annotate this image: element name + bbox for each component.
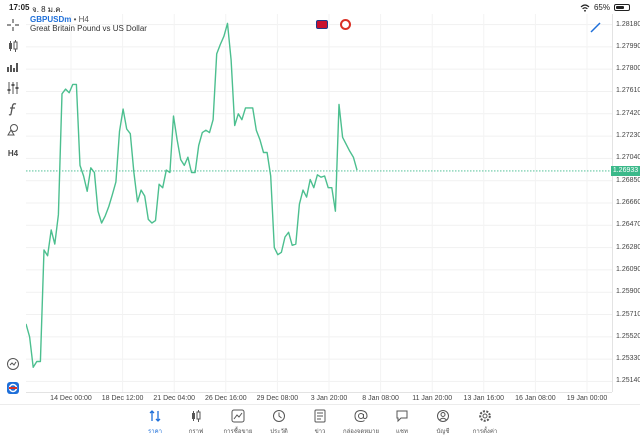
- price-tick-label: 1.27990: [616, 42, 640, 50]
- price-tick-label: 1.28180: [616, 20, 640, 28]
- symbol-title[interactable]: GBPUSDm • H4: [30, 15, 89, 24]
- nav-label: ประวัติ: [270, 429, 288, 435]
- nav-label: กล่องจดหมาย: [342, 429, 380, 435]
- time-tick-label: 14 Dec 00:00: [50, 395, 92, 402]
- indicators-tool[interactable]: [4, 79, 22, 97]
- price-series-line: [25, 22, 358, 368]
- status-date: จ. 8 ม.ค.: [32, 5, 63, 14]
- price-tick-label: 1.25330: [616, 355, 640, 363]
- nav-chart[interactable]: กราฟ: [174, 409, 218, 436]
- price-tick-label: 1.26470: [616, 221, 640, 229]
- bar-chart-icon: [7, 63, 18, 72]
- price-tick-label: 1.25900: [616, 288, 640, 296]
- account-icon: [437, 410, 449, 422]
- time-tick-label: 18 Dec 12:00: [101, 395, 144, 402]
- candles-tool[interactable]: [4, 37, 22, 55]
- mail-icon: [354, 409, 368, 423]
- quotes-icon: [149, 410, 161, 422]
- bars-tool[interactable]: [4, 58, 22, 76]
- price-tick-label: 1.26850: [616, 176, 640, 184]
- price-tick-label: 1.26660: [616, 199, 640, 206]
- nav-label: การตั้งค่า: [472, 429, 498, 435]
- time-tick-label: 3 Jan 20:00: [310, 395, 348, 402]
- time-axis: [26, 392, 612, 405]
- shapes-icon: [7, 124, 18, 136]
- sliders-icon: [7, 82, 19, 94]
- nav-news[interactable]: ข่าว: [298, 409, 342, 436]
- price-tick-label: 1.27800: [616, 65, 640, 73]
- history-icon: [273, 410, 285, 422]
- nav-label: ข่าว: [314, 429, 326, 435]
- nav-label: บัญชี: [436, 429, 450, 435]
- crosshair-icon: [7, 19, 19, 31]
- timeframe-button[interactable]: H4: [7, 148, 19, 158]
- time-tick-label: 11 Jan 20:00: [412, 395, 453, 402]
- symbol-separator: •: [73, 15, 77, 24]
- price-tick-label: 1.26090: [616, 265, 640, 273]
- current-price-badge: 1.26933: [611, 165, 640, 176]
- status-time: 17:05: [9, 3, 30, 12]
- nav-settings[interactable]: การตั้งค่า: [463, 409, 507, 436]
- price-tick-label: 1.27610: [616, 87, 640, 95]
- time-tick-label: 19 Jan 00:00: [566, 395, 608, 402]
- bottom-navigation: ราคา กราฟ การซื้อขาย ประวัติ ข่าว กล่องจ…: [0, 404, 640, 448]
- price-tick-label: 1.27420: [616, 109, 640, 117]
- status-right: 65%: [580, 3, 630, 12]
- symbol-description: Great Britain Pound vs US Dollar: [30, 24, 147, 33]
- shapes-tool[interactable]: [4, 121, 22, 139]
- function-icon: [8, 103, 17, 116]
- symbol-name: GBPUSDm: [30, 15, 72, 24]
- symbol-timeframe: H4: [78, 15, 89, 24]
- pen-icon[interactable]: [590, 21, 602, 33]
- chart-area[interactable]: [25, 14, 612, 392]
- status-bar: 17:05 จ. 8 ม.ค. 65%: [0, 0, 640, 14]
- candles-icon: [192, 410, 201, 422]
- price-axis: [612, 14, 640, 392]
- nav-quotes[interactable]: ราคา: [133, 409, 177, 436]
- nav-label: กราฟ: [188, 429, 204, 435]
- nav-mailbox[interactable]: กล่องจดหมาย: [339, 409, 383, 436]
- price-tick-label: 1.26280: [616, 243, 640, 251]
- base-currency-flag-icon: [316, 20, 328, 29]
- news-icon: [314, 409, 326, 423]
- wifi-icon: [580, 3, 590, 12]
- battery-fill: [616, 6, 624, 9]
- nav-label: แชท: [396, 429, 408, 435]
- time-tick-label: 13 Jan 16:00: [463, 395, 505, 402]
- time-tick-label: 29 Dec 08:00: [256, 395, 299, 402]
- broker-logo-icon[interactable]: [6, 381, 20, 395]
- settings-icon: [479, 410, 491, 422]
- price-tick-label: 1.27040: [616, 154, 640, 162]
- function-tool[interactable]: [4, 100, 22, 118]
- nav-history[interactable]: ประวัติ: [257, 409, 301, 436]
- price-chart: [25, 14, 612, 392]
- quote-currency-flag-icon: [340, 19, 351, 30]
- nav-account[interactable]: บัญชี: [421, 409, 465, 436]
- nav-label: การซื้อขาย: [223, 429, 253, 435]
- drawing-toolbar: H4: [0, 14, 26, 400]
- alerts-icon[interactable]: [6, 357, 20, 371]
- time-tick-label: 21 Dec 04:00: [153, 395, 196, 402]
- crosshair-tool[interactable]: [4, 16, 22, 34]
- time-tick-label: 8 Jan 08:00: [362, 395, 399, 402]
- price-tick-label: 1.25710: [616, 310, 640, 318]
- price-tick-label: 1.27230: [616, 132, 640, 140]
- time-tick-label: 16 Jan 08:00: [515, 395, 556, 402]
- nav-trade[interactable]: การซื้อขาย: [216, 409, 260, 436]
- trade-icon: [231, 409, 245, 423]
- price-tick-label: 1.25520: [616, 332, 640, 340]
- battery-icon: [614, 4, 630, 11]
- candlestick-icon: [9, 40, 18, 52]
- price-tick-label: 1.25140: [616, 377, 640, 385]
- nav-label: ราคา: [148, 429, 162, 435]
- nav-chat[interactable]: แชท: [380, 409, 424, 436]
- battery-percent: 65%: [593, 3, 610, 12]
- chat-icon: [396, 410, 408, 423]
- time-tick-label: 26 Dec 16:00: [204, 395, 247, 402]
